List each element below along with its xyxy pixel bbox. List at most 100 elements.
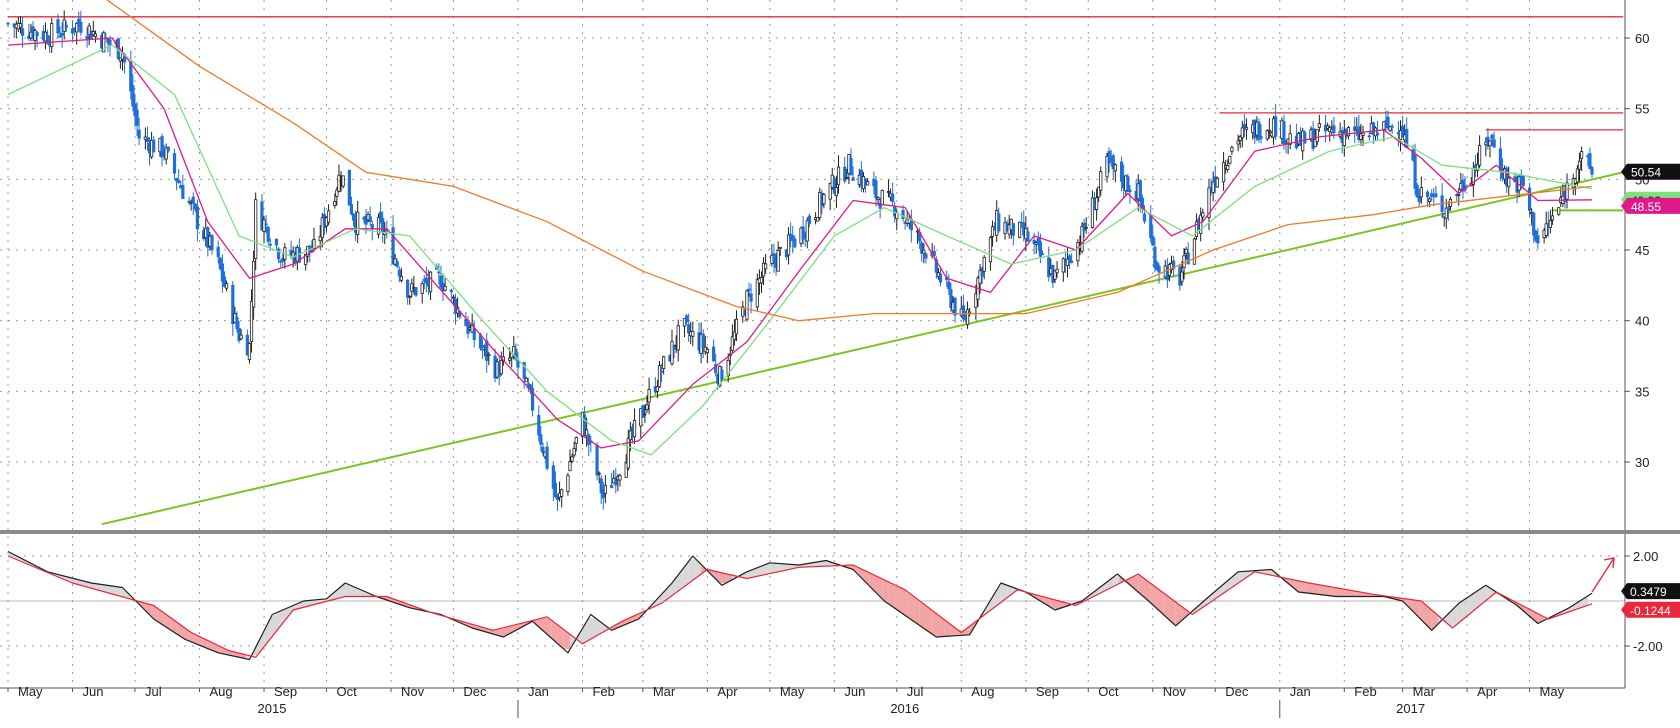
year-label: 2016 — [890, 701, 919, 716]
oscillator-fill-segment — [107, 585, 115, 595]
candle-body — [805, 220, 809, 242]
candle-body — [1361, 132, 1365, 136]
candle-body — [1038, 241, 1043, 257]
candle-body — [1490, 134, 1494, 140]
candle-body — [79, 21, 83, 33]
y-tick-label: 35 — [1635, 384, 1649, 399]
month-label: Mar — [1413, 684, 1436, 699]
candle-body — [1095, 197, 1099, 210]
candle-body — [356, 211, 360, 235]
candle-body — [676, 325, 680, 351]
candle-body — [487, 353, 491, 357]
candle-body — [545, 446, 549, 469]
candle-body — [1342, 132, 1346, 147]
candle-body — [1221, 162, 1226, 183]
candle-body — [1184, 248, 1188, 254]
candle-body — [980, 267, 984, 277]
candle-body — [1313, 138, 1317, 148]
oscillator-fill-segment — [1194, 603, 1201, 614]
candle-body — [1419, 187, 1423, 198]
candle-body — [1588, 153, 1592, 169]
oscillator-fill-segment — [938, 615, 945, 637]
x-axis-labels: May Jun Jul Aug Sep Oct Nov Dec Jan Feb Mar Apr May J… — [7, 684, 1565, 718]
oscillator-value-tag-label: -0.1244 — [1630, 604, 1671, 618]
oscillator-fill-segment — [932, 610, 939, 637]
candle-body — [730, 336, 734, 351]
candle-body — [764, 263, 768, 270]
candle-body — [480, 348, 485, 351]
candle-body — [834, 187, 839, 197]
candle-body — [657, 365, 662, 388]
oscillator-fill-segment — [875, 575, 883, 599]
oscillator-fill-segment — [1107, 577, 1114, 590]
candle-body — [566, 474, 570, 492]
month-label: Sep — [274, 684, 297, 699]
moving-average-slow-line — [106, 0, 1593, 322]
candle-body — [1157, 265, 1161, 273]
oscillator-fill-segment — [363, 591, 371, 597]
oscillator-main-line — [7, 550, 1593, 661]
candle-body — [1211, 181, 1215, 193]
candle-body — [75, 22, 79, 33]
candle-body — [1303, 131, 1307, 144]
candle-body — [437, 271, 441, 274]
candle-body — [1346, 127, 1351, 137]
candle-body — [568, 461, 572, 472]
candle-body — [645, 404, 649, 411]
oscillator-fill-segment — [1456, 600, 1463, 625]
candle-body — [1080, 226, 1084, 252]
candle-body — [920, 242, 924, 254]
oscillator-fill-segment — [1313, 583, 1320, 595]
candle-body — [1367, 135, 1371, 138]
candle-body — [922, 249, 926, 254]
candle-body — [195, 206, 200, 230]
candle-body — [793, 238, 797, 248]
candle-body — [276, 248, 281, 260]
oscillator-fill-segment — [782, 563, 789, 571]
candle-body — [237, 327, 241, 342]
candle-body — [851, 177, 855, 181]
candle-body — [378, 211, 383, 222]
month-label: Aug — [209, 684, 232, 699]
candle-body — [20, 28, 25, 36]
candle-body — [428, 271, 433, 293]
oscillator-fill-segment — [726, 573, 733, 583]
candle-body — [778, 246, 782, 249]
oscillator-fill-segment — [888, 581, 895, 609]
oscillator-fill-segment — [588, 617, 595, 641]
candle-body — [822, 193, 826, 205]
candle-body — [1040, 253, 1045, 256]
candle-body — [1113, 164, 1117, 172]
candle-body — [886, 191, 891, 193]
candle-body — [572, 447, 576, 456]
candle-body — [551, 465, 555, 489]
candle-body — [1017, 221, 1022, 238]
month-label: Oct — [336, 684, 357, 699]
candle-body — [1478, 145, 1482, 166]
candle-body — [1201, 212, 1205, 218]
candle-body — [560, 489, 564, 497]
candle-body — [978, 270, 982, 284]
oscillator-value-tag-label: 0.3479 — [1630, 585, 1667, 599]
candle-body — [1444, 207, 1448, 219]
candle-body — [745, 290, 749, 320]
candle-body — [938, 273, 943, 283]
candle-body — [1575, 168, 1580, 183]
candle-body — [1475, 163, 1480, 171]
candle-body — [337, 174, 341, 192]
candle-body — [1142, 213, 1147, 222]
oscillator-fill-segment — [557, 624, 564, 650]
candle-body — [747, 288, 751, 291]
candle-body — [816, 217, 820, 222]
oscillator-fill-segment — [145, 603, 152, 617]
candle-body — [268, 243, 272, 246]
oscillator-grid — [0, 555, 1625, 647]
candle-body — [216, 246, 220, 258]
month-label: Jan — [1290, 684, 1311, 699]
candle-body — [364, 215, 368, 225]
oscillator-fill-segment — [757, 565, 764, 577]
candle-body — [304, 253, 308, 266]
candle-body — [924, 253, 928, 259]
oscillator-fill-segment — [1469, 592, 1476, 615]
